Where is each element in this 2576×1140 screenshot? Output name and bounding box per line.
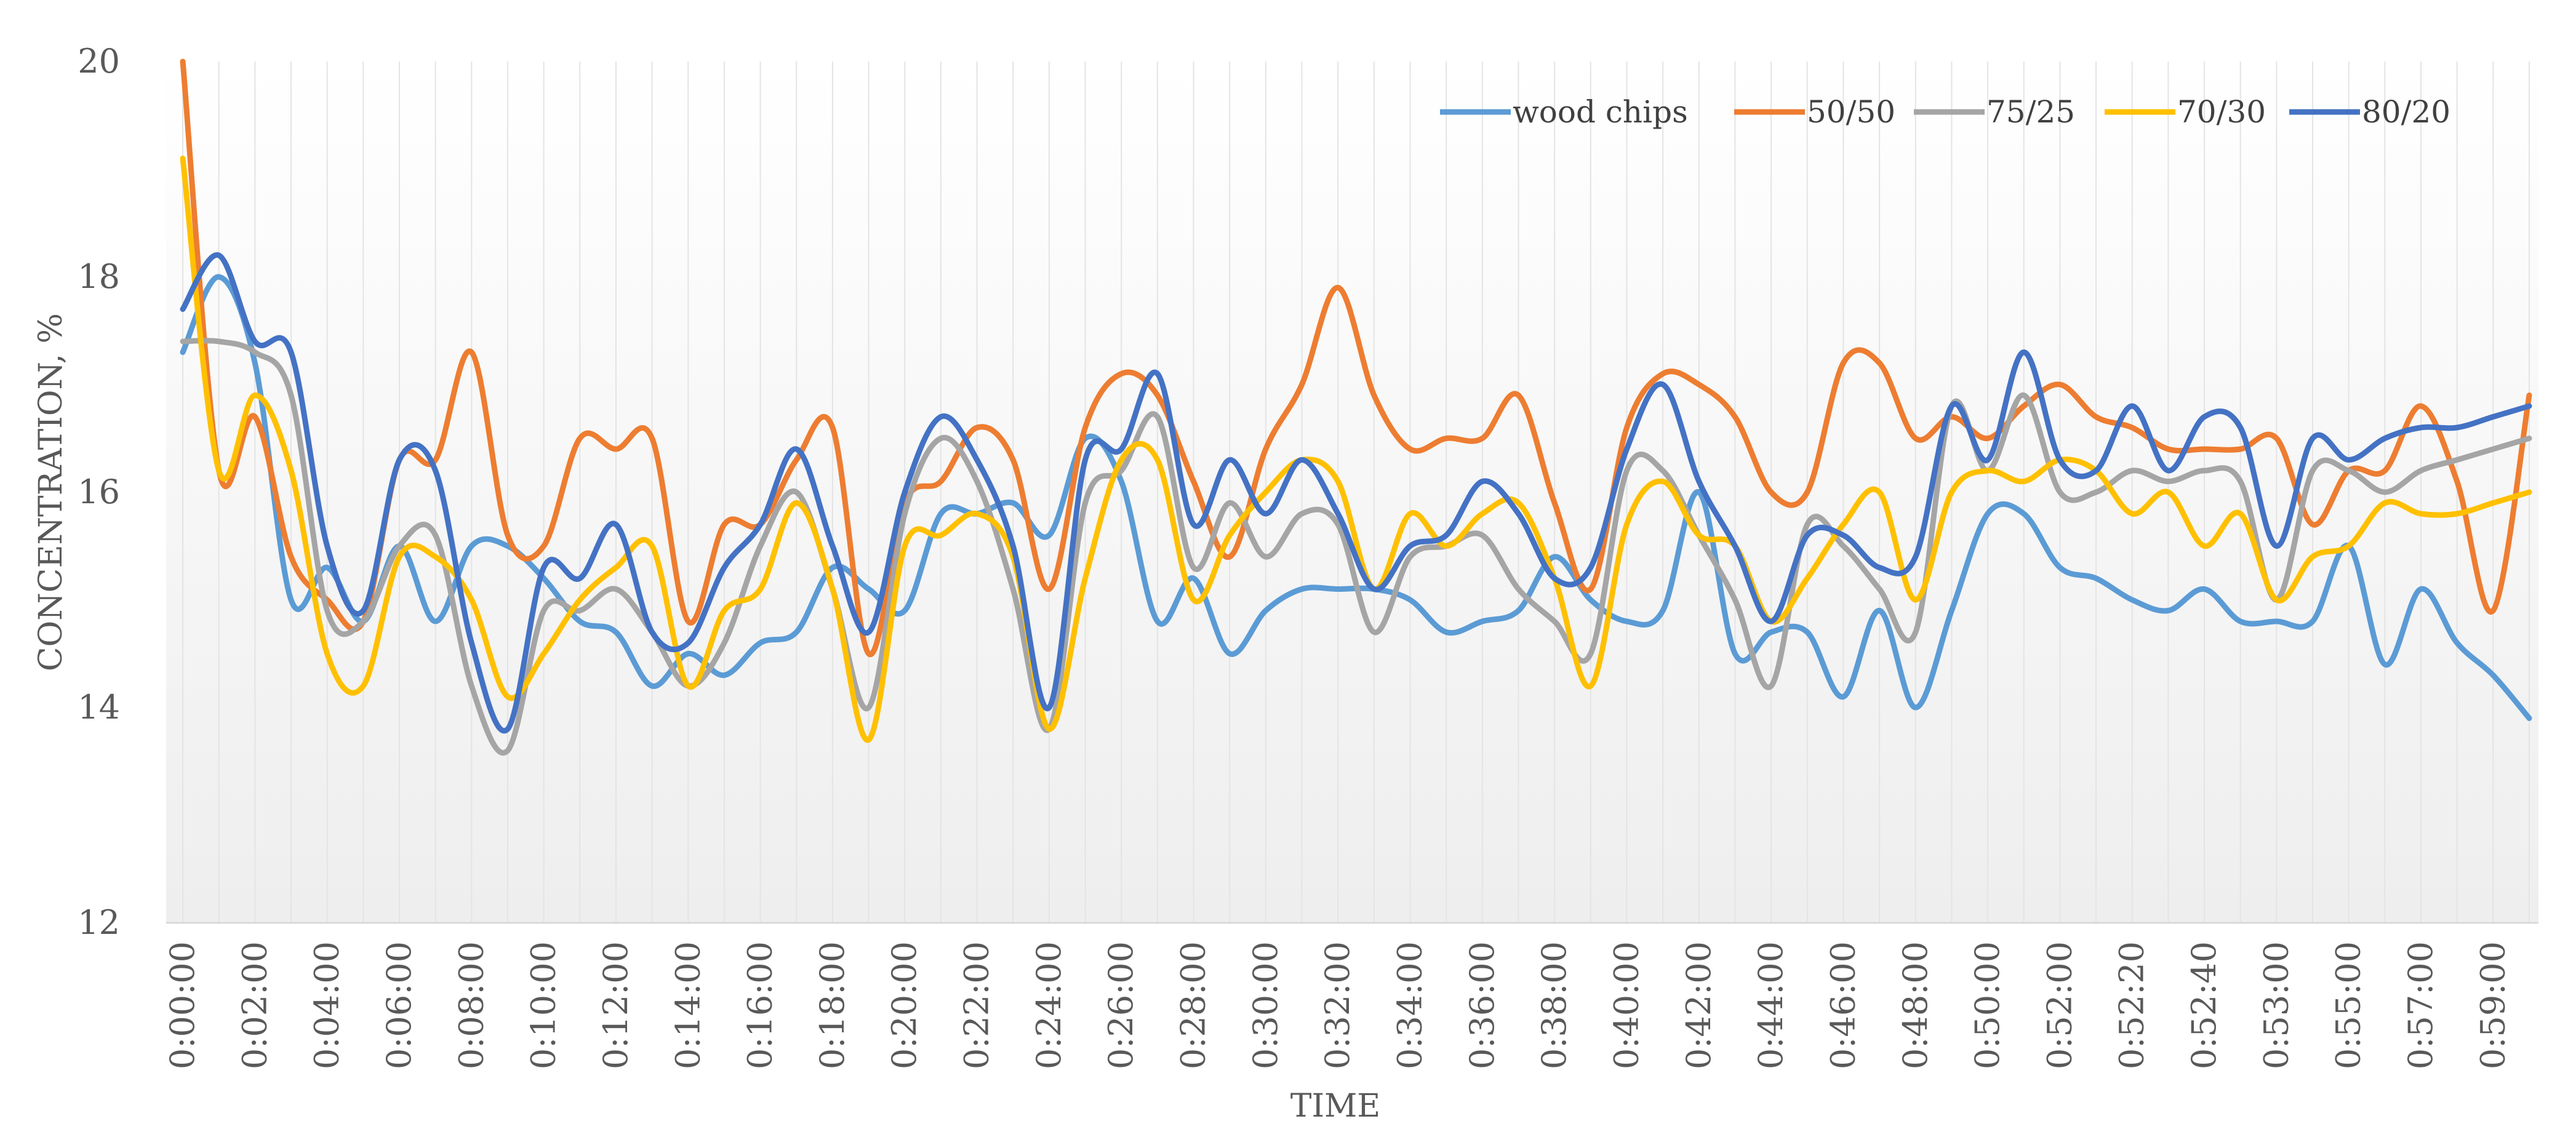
y-tick-label: 18 (78, 257, 120, 296)
legend: wood chips 50/50 75/25 70/30 80/20 (1440, 94, 2450, 130)
x-tick-label: 0:57:00 (2401, 941, 2440, 1069)
x-tick-label: 0:34:00 (1390, 941, 1429, 1069)
x-tick-label: 0:10:00 (524, 941, 563, 1069)
x-tick-label: 0:30:00 (1246, 941, 1285, 1069)
x-tick-label: 0:42:00 (1679, 941, 1718, 1069)
x-tick-label: 0:06:00 (380, 941, 418, 1069)
x-tick-label: 0:55:00 (2329, 941, 2368, 1069)
x-tick-label: 0:18:00 (813, 941, 852, 1069)
legend-label-75-25: 75/25 (1986, 94, 2075, 130)
y-tick-label: 16 (78, 472, 120, 511)
y-axis: 12 14 16 18 20 (78, 42, 120, 942)
x-tick-label: 0:44:00 (1751, 941, 1790, 1069)
x-tick-label: 0:02:00 (235, 941, 274, 1069)
x-tick-label: 0:04:00 (308, 941, 346, 1069)
x-tick-label: 0:22:00 (958, 941, 996, 1069)
x-axis-title: TIME (1290, 1088, 1380, 1125)
series-lines (180, 58, 2532, 756)
legend-label-70-30: 70/30 (2177, 94, 2266, 130)
legend-label-wood-chips: wood chips (1513, 94, 1688, 130)
x-tick-label: 0:40:00 (1607, 941, 1646, 1069)
y-tick-label: 20 (78, 42, 120, 81)
x-tick-label: 0:52:00 (2040, 941, 2079, 1069)
series-line-80-20 (180, 252, 2532, 734)
series-line-75-25 (180, 338, 2532, 756)
x-tick-label: 0:14:00 (668, 941, 707, 1069)
x-tick-label: 0:48:00 (1896, 941, 1935, 1069)
x-tick-label: 0:59:00 (2473, 941, 2512, 1069)
y-axis-title: CONCENTRATION, % (33, 313, 70, 671)
x-tick-label: 0:08:00 (452, 941, 490, 1069)
x-tick-label: 0:36:00 (1463, 941, 1502, 1069)
x-tick-label: 0:52:40 (2185, 941, 2223, 1069)
x-tick-label: 0:26:00 (1102, 941, 1140, 1069)
x-tick-label: 0:24:00 (1030, 941, 1068, 1069)
y-tick-label: 12 (78, 903, 120, 942)
legend-label-80-20: 80/20 (2362, 94, 2450, 130)
x-tick-label: 0:32:00 (1318, 941, 1357, 1069)
x-tick-label: 0:00:00 (163, 941, 202, 1069)
x-tick-label: 0:20:00 (885, 941, 924, 1069)
x-tick-label: 0:28:00 (1174, 941, 1213, 1069)
x-tick-label: 0:53:00 (2257, 941, 2295, 1069)
plot-area (166, 62, 2538, 923)
x-tick-label: 0:38:00 (1535, 941, 1574, 1069)
y-tick-label: 14 (78, 688, 120, 727)
x-tick-label: 0:46:00 (1823, 941, 1862, 1069)
x-tick-label: 0:16:00 (741, 941, 780, 1069)
x-axis: 0:00:00 0:02:00 0:04:00 0:06:00 0:08:00 0:10:… (163, 941, 2512, 1069)
x-tick-label: 0:52:20 (2113, 941, 2151, 1069)
vertical-gridlines (182, 62, 2530, 923)
x-tick-label: 0:12:00 (596, 941, 635, 1069)
legend-label-50-50: 50/50 (1807, 94, 1895, 130)
x-tick-label: 0:50:00 (1968, 941, 2007, 1069)
